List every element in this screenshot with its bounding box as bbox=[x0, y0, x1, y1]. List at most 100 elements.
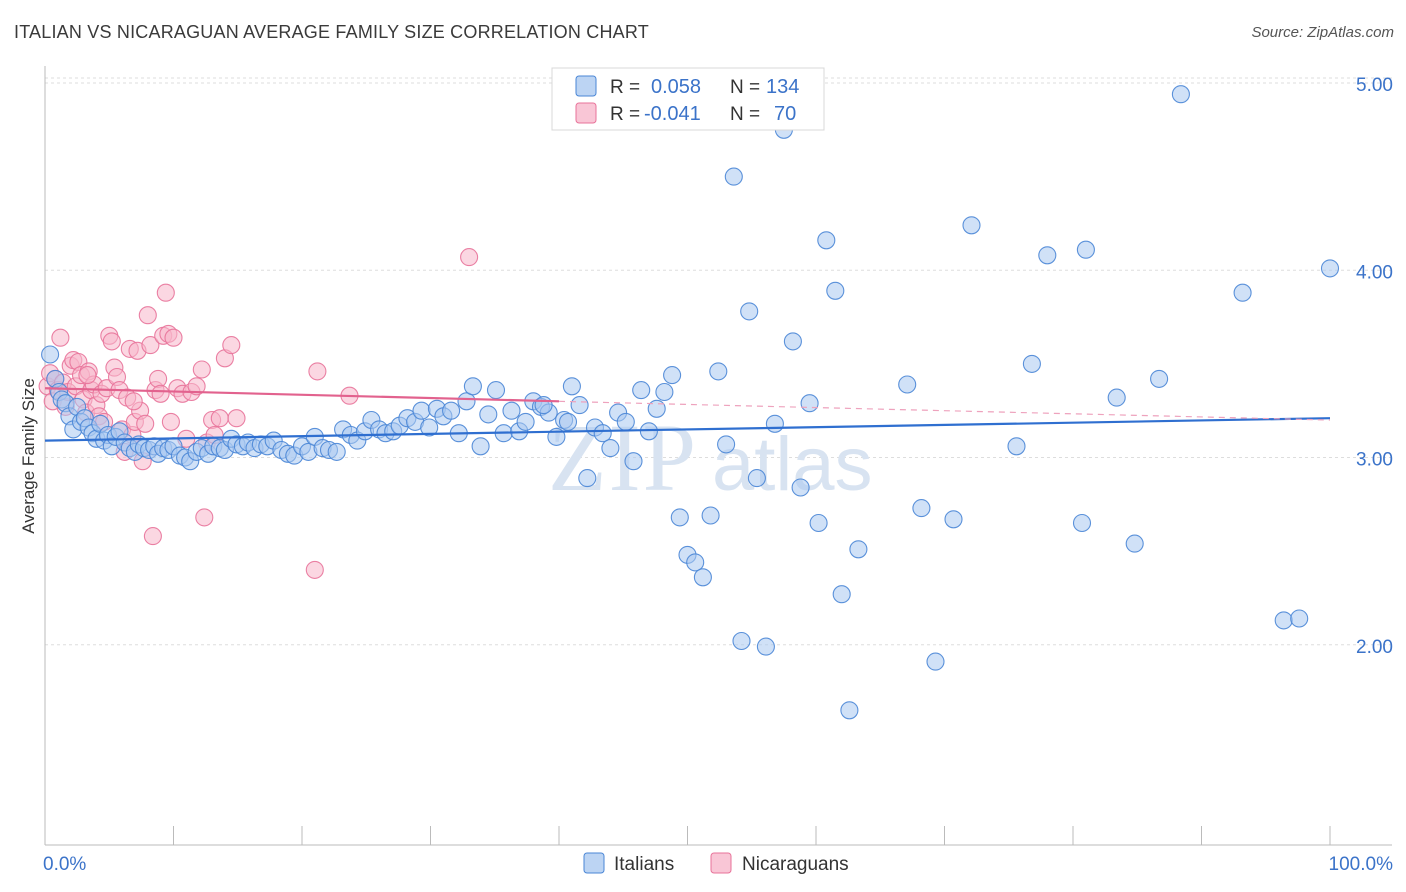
stats-legend: R = 0.058 N = 134 R = -0.041 N = 70 bbox=[551, 67, 825, 131]
nicaraguans-point-38 bbox=[136, 414, 155, 433]
legend-n-label-nicaraguans: N = bbox=[730, 104, 760, 125]
italians-point-130 bbox=[1022, 354, 1041, 373]
nicaraguans-point-62 bbox=[222, 336, 241, 355]
nicaraguans-point-48 bbox=[161, 412, 180, 431]
italians-point-94 bbox=[616, 412, 635, 431]
legend-swatch-nicaraguans bbox=[575, 102, 597, 124]
italians-point-137 bbox=[1171, 85, 1190, 104]
italians-point-139 bbox=[1274, 611, 1293, 630]
nicaraguans-point-41 bbox=[143, 527, 162, 546]
italians-point-132 bbox=[1072, 513, 1092, 533]
italians-point-96 bbox=[632, 381, 651, 400]
italians-point-103 bbox=[686, 553, 705, 572]
italians-point-121 bbox=[832, 585, 851, 604]
italians-point-122 bbox=[840, 701, 859, 720]
legend-r-label-italians: R = bbox=[610, 77, 640, 98]
italians-point-97 bbox=[639, 422, 658, 441]
legend-bottom-swatch-nicaraguans[interactable] bbox=[710, 852, 732, 874]
italians-point-123 bbox=[849, 540, 868, 559]
series-legend: Italians Nicaraguans bbox=[583, 852, 849, 875]
nicaraguans-point-43 bbox=[149, 369, 168, 388]
italians-point-138 bbox=[1233, 283, 1252, 302]
legend-bottom-label-nicaraguans[interactable]: Nicaraguans bbox=[742, 854, 849, 875]
italians-point-55 bbox=[327, 442, 346, 461]
italians-point-87 bbox=[562, 377, 581, 396]
italians-point-141 bbox=[1320, 259, 1340, 278]
italians-point-91 bbox=[593, 424, 612, 443]
italians-point-116 bbox=[791, 478, 810, 497]
italians-point-126 bbox=[926, 652, 945, 671]
italians-point-108 bbox=[724, 167, 743, 186]
trend-lines bbox=[44, 387, 1331, 442]
x-tick-label-1: 100.0% bbox=[1329, 854, 1394, 875]
x-tick-labels: 0.0% 100.0% bbox=[43, 854, 1393, 875]
y-tick-labels: 2.00 3.00 4.00 5.00 bbox=[1356, 75, 1393, 658]
italians-point-88 bbox=[570, 396, 589, 415]
italians-point-81 bbox=[516, 412, 535, 431]
italians-point-106 bbox=[709, 362, 728, 381]
legend-r-value-italians: 0.058 bbox=[651, 76, 701, 98]
italians-point-101 bbox=[670, 508, 689, 527]
italians-point-98 bbox=[647, 399, 666, 418]
italians-point-73 bbox=[457, 392, 476, 411]
nicaraguans-point-25 bbox=[102, 332, 121, 351]
italians-point-75 bbox=[471, 437, 490, 456]
nicaraguans-point-65 bbox=[305, 560, 324, 579]
italians-point-105 bbox=[701, 506, 720, 525]
legend-r-value-nicaraguans: -0.041 bbox=[644, 103, 701, 125]
grid-lines bbox=[45, 77, 1392, 646]
nicaraguans-point-63 bbox=[227, 409, 246, 428]
italians-point-128 bbox=[962, 216, 981, 235]
italians-point-104 bbox=[693, 568, 712, 587]
legend-swatch-italians bbox=[575, 75, 597, 97]
legend-n-label-italians: N = bbox=[730, 77, 760, 98]
nicaraguans-point-46 bbox=[156, 283, 175, 302]
nicaraguans-trend-extension bbox=[558, 400, 1331, 421]
italians-point-74 bbox=[463, 377, 482, 396]
italians-point-89 bbox=[578, 469, 597, 488]
y-axis-label: Average Family Size bbox=[19, 378, 38, 534]
italians-point-0 bbox=[41, 345, 60, 364]
italians-point-111 bbox=[747, 469, 766, 488]
nicaraguans-point-49 bbox=[164, 328, 183, 347]
nicaraguans-point-44 bbox=[151, 384, 170, 403]
italians-point-110 bbox=[740, 302, 759, 321]
axes bbox=[44, 66, 1392, 846]
italians-point-120 bbox=[826, 281, 845, 300]
italians-point-99 bbox=[655, 382, 674, 402]
italians-point-68 bbox=[420, 418, 439, 437]
source-label: Source: ZipAtlas.com bbox=[1251, 24, 1394, 41]
italians-point-127 bbox=[944, 510, 963, 529]
nicaraguans-point-39 bbox=[138, 306, 157, 325]
italians-point-79 bbox=[502, 401, 521, 420]
italians-point-107 bbox=[717, 435, 736, 454]
nicaraguans-point-60 bbox=[210, 409, 229, 428]
nicaraguans-point-67 bbox=[460, 248, 479, 267]
italians-point-95 bbox=[624, 452, 643, 471]
nicaraguans-point-40 bbox=[141, 336, 160, 355]
italians-point-115 bbox=[783, 332, 802, 351]
italians-point-143 bbox=[558, 412, 578, 431]
legend-bottom-swatch-italians[interactable] bbox=[583, 852, 605, 874]
italians-points bbox=[41, 85, 1340, 720]
legend-r-label-nicaraguans: R = bbox=[610, 104, 640, 125]
x-tick-label-0: 0.0% bbox=[43, 854, 86, 875]
nicaraguans-point-55 bbox=[192, 360, 211, 379]
y-tick-label-2: 4.00 bbox=[1356, 262, 1393, 283]
italians-point-71 bbox=[442, 401, 461, 420]
nicaraguans-point-69 bbox=[78, 366, 97, 385]
italians-point-67 bbox=[412, 401, 431, 420]
italians-point-131 bbox=[1038, 246, 1057, 265]
legend-bottom-label-italians[interactable]: Italians bbox=[614, 854, 674, 875]
italians-point-117 bbox=[800, 394, 819, 413]
italians-point-140 bbox=[1290, 609, 1309, 628]
nicaraguans-point-58 bbox=[195, 508, 214, 527]
y-tick-label-3: 5.00 bbox=[1356, 75, 1393, 96]
italians-point-109 bbox=[732, 631, 751, 651]
italians-point-113 bbox=[765, 414, 784, 433]
italians-point-134 bbox=[1107, 388, 1126, 407]
legend-n-value-nicaraguans: 70 bbox=[774, 103, 796, 125]
italians-point-92 bbox=[601, 439, 620, 458]
italians-point-142 bbox=[534, 396, 553, 415]
